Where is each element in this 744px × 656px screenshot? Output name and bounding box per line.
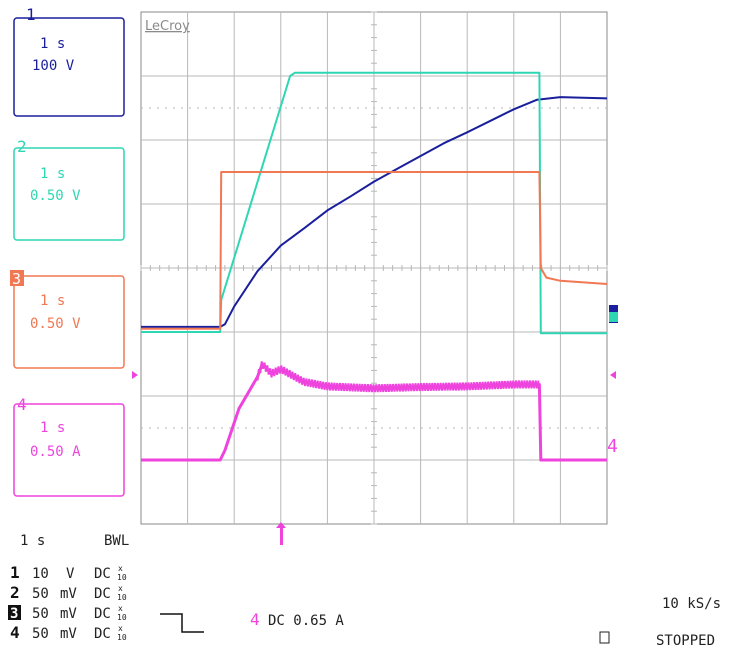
channel-2-ground-marker xyxy=(609,312,618,322)
coupling-row-3: 3 50 mV DC x 10 xyxy=(8,604,127,622)
trigger-edge-icon xyxy=(160,613,204,633)
channel-1-number: 1 xyxy=(26,5,36,24)
svg-text:x: x xyxy=(118,624,123,633)
trigger-time-marker xyxy=(276,522,286,545)
trace-channel-4-noise xyxy=(256,361,540,393)
svg-text:x: x xyxy=(118,584,123,593)
sample-rate: 10 kS/s xyxy=(662,596,721,612)
timebase-value: 1 s xyxy=(20,533,45,549)
trigger-setting: DC 0.65 A xyxy=(268,613,344,629)
svg-text:x: x xyxy=(118,564,123,573)
channel-3-time: 1 s xyxy=(40,293,65,309)
svg-text:x: x xyxy=(118,604,123,613)
svg-text:mV: mV xyxy=(60,586,77,602)
svg-text:mV: mV xyxy=(60,606,77,622)
channel-1-box[interactable]: 1 1 s 100 V xyxy=(13,5,125,117)
coupling-row-1: 1 10 V DC x 10 xyxy=(10,563,127,582)
coupling-row-4: 4 50 mV DC x 10 xyxy=(10,623,127,642)
channel-4-scale: 0.50 A xyxy=(30,444,81,460)
svg-text:50: 50 xyxy=(32,626,49,642)
channel-4-time: 1 s xyxy=(40,420,65,436)
svg-text:50: 50 xyxy=(32,606,49,622)
trigger-channel: 4 xyxy=(250,610,260,629)
acquisition-status-icon xyxy=(599,631,610,644)
svg-text:4: 4 xyxy=(10,623,20,642)
trace-channel-3 xyxy=(141,171,608,330)
svg-text:10: 10 xyxy=(32,566,49,582)
coupling-table: 1 10 V DC x 10 2 50 mV DC x 10 3 50 mV D… xyxy=(8,563,127,642)
svg-text:10: 10 xyxy=(117,593,127,602)
svg-text:10: 10 xyxy=(117,573,127,582)
svg-text:DC: DC xyxy=(94,606,111,622)
svg-text:50: 50 xyxy=(32,586,49,602)
svg-text:2: 2 xyxy=(10,583,20,602)
bandwidth-limit: BWL xyxy=(104,533,129,549)
trigger-level-marker-right xyxy=(610,371,616,379)
channel-4-ground-marker: 4 xyxy=(607,436,618,457)
acquisition-status: STOPPED xyxy=(656,633,715,649)
channel-2-scale: 0.50 V xyxy=(30,188,81,204)
brand-logo: LeCroy xyxy=(145,19,190,34)
svg-text:10: 10 xyxy=(117,633,127,642)
channel-2-time: 1 s xyxy=(40,166,65,182)
channel-4-box[interactable]: 4 1 s 0.50 A xyxy=(13,395,125,497)
svg-text:3: 3 xyxy=(10,606,18,622)
channel-3-scale: 0.50 V xyxy=(30,316,81,332)
svg-text:DC: DC xyxy=(94,586,111,602)
channel-2-number: 2 xyxy=(17,137,27,156)
svg-text:mV: mV xyxy=(60,626,77,642)
channel-3-box[interactable]: 3 1 s 0.50 V xyxy=(10,270,125,369)
waveform-plot: LeCroy xyxy=(140,11,608,525)
coupling-row-2: 2 50 mV DC x 10 xyxy=(10,583,127,602)
channel-1-scale: 100 V xyxy=(32,58,75,74)
channel-2-box[interactable]: 2 1 s 0.50 V xyxy=(13,137,125,241)
svg-text:V: V xyxy=(66,566,75,582)
traces xyxy=(141,71,608,462)
channel-4-number: 4 xyxy=(17,395,27,414)
trigger-level-marker-left xyxy=(132,371,138,379)
svg-text:DC: DC xyxy=(94,626,111,642)
svg-text:DC: DC xyxy=(94,566,111,582)
trace-channel-1 xyxy=(141,96,608,328)
svg-text:10: 10 xyxy=(117,613,127,622)
svg-text:1: 1 xyxy=(10,563,20,582)
channel-3-number: 3 xyxy=(12,270,21,288)
channel-1-time: 1 s xyxy=(40,36,65,52)
